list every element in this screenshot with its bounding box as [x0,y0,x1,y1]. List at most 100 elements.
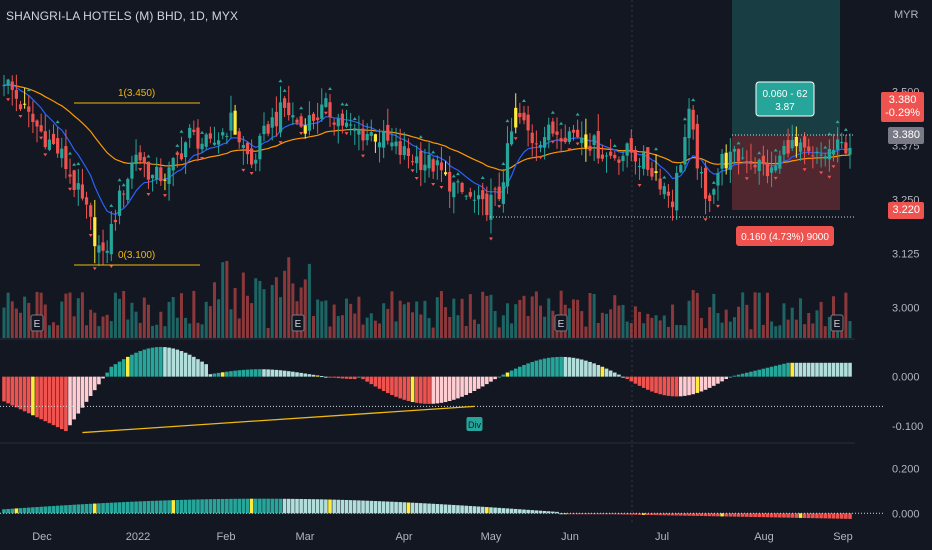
oscillator-1-bar [410,376,415,403]
oscillator-1-bar [542,358,547,377]
oscillator-2-bar [319,499,324,514]
oscillator-1-bar [728,376,733,378]
candle [774,165,778,171]
signal-arrow-up [736,141,741,145]
candle [658,178,662,190]
oscillator-2-bar [658,513,662,516]
candle [97,245,101,253]
volume-bar [827,316,831,338]
oscillator-2-bar [546,511,551,514]
volume-bar [460,298,464,338]
volume-bar [699,317,703,338]
candle [505,143,510,187]
oscillator-2-bar [59,505,64,514]
oscillator-1-bar [361,376,365,380]
volume-bar [254,278,258,338]
signal-arrow-up [55,120,60,124]
candle [39,125,43,132]
oscillator-2-bar [80,504,85,514]
candle [196,127,200,149]
volume-bar [683,325,687,338]
oscillator-1-bar [291,371,295,377]
oscillator-2-bar [369,500,374,514]
volume-bar [613,295,617,338]
volume-bar [237,318,241,338]
signal-arrow-down [109,264,114,268]
volume-bar [196,322,200,338]
oscillator-2-bar [167,500,171,514]
signal-arrow-down [575,142,580,146]
oscillator-1-bar [80,376,85,408]
oscillator-1-bar [303,373,308,377]
time-axis-tick: Jul [655,531,669,543]
signal-arrow-down [299,131,304,135]
volume-bar [576,299,580,338]
candle [287,102,291,116]
volume-bar [229,309,233,338]
oscillator-1-bar [456,376,460,399]
price-axis-tick: 3.125 [892,249,920,261]
volume-bar [208,306,212,338]
oscillator-1-bar [691,376,695,395]
volume-bar [64,293,68,338]
volume-bar [56,325,60,338]
oscillator-2-bar [200,499,204,514]
candle [394,141,398,147]
oscillator-2-bar [109,502,114,514]
oscillator-1-axis-tick: -0.100 [892,421,923,433]
oscillator-2-bar [92,503,97,514]
oscillator-2-bar [423,503,427,514]
oscillator-1-bar [794,362,799,377]
candle [76,183,80,190]
signal-arrow-up [550,110,555,114]
oscillator-1-bar [452,376,456,400]
earnings-marker-label: E [34,319,41,330]
oscillator-1-bar [398,376,402,399]
oscillator-1-bar [92,376,97,391]
candle [670,201,675,208]
oscillator-1-bar [633,376,638,384]
signal-arrow-up [146,154,151,158]
candle [518,112,522,118]
candle [307,115,311,131]
oscillator-2-bar [286,498,291,514]
oscillator-2-bar [740,513,745,517]
earnings-marker[interactable] [830,314,844,332]
candle [596,131,600,159]
volume-bar [505,303,509,338]
oscillator-2-bar [196,499,200,514]
oscillator-2-bar [732,513,737,517]
oscillator-1-bar [319,376,324,378]
candle [14,89,18,99]
candle [576,129,580,137]
earnings-marker[interactable] [554,314,568,332]
candle [547,124,551,141]
earnings-marker[interactable] [291,314,305,332]
candle [836,139,840,150]
oscillator-2-bar [464,505,469,514]
signal-arrow-up [117,178,122,182]
volume-bar [646,313,650,338]
oscillator-1-bar [286,371,291,377]
candle [188,127,192,138]
oscillator-2-bar [229,498,233,514]
oscillator-2-bar [328,499,332,514]
oscillator-2-bar [344,500,349,514]
oscillator-1-bar [674,376,679,397]
oscillator-2-bar [823,513,828,519]
candle [708,195,712,202]
volume-bar [444,307,448,338]
oscillator-1-bar [402,376,407,400]
oscillator-2-bar [612,513,617,515]
candle [720,153,724,169]
oscillator-2-bar [551,511,555,514]
candle [584,134,588,148]
oscillator-1-bar [571,357,576,377]
earnings-marker[interactable] [30,314,44,332]
volume-bar [23,296,27,338]
signal-arrow-down [361,154,366,158]
volume-bar [76,298,80,338]
oscillator-2-bar [291,498,295,514]
oscillator-1-bar [431,376,435,404]
